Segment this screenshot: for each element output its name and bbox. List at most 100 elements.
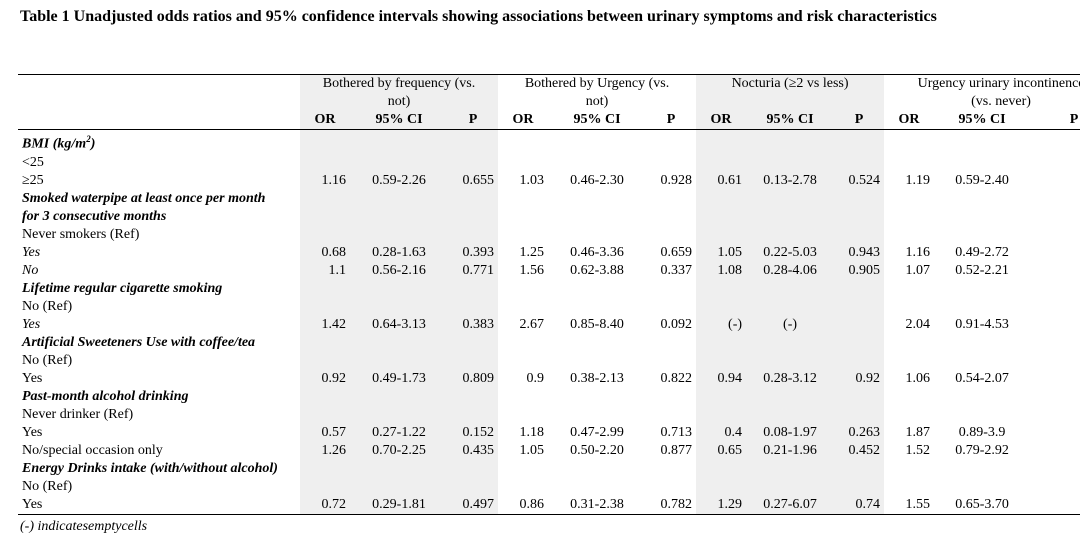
cell-ci bbox=[746, 297, 835, 316]
cell-or: 0.92 bbox=[300, 369, 350, 388]
subheader-p: P bbox=[1030, 111, 1080, 130]
data-row: No (Ref) bbox=[18, 297, 1080, 316]
cell-ci: 0.64-3.13 bbox=[350, 315, 448, 334]
results-table: Bothered by frequency (vs. not) Bothered… bbox=[18, 74, 1080, 515]
cell-or: 1.07 bbox=[905, 262, 931, 278]
section-label: BMI (kg/m2) bbox=[18, 130, 300, 154]
group-header-nocturia-line1: Nocturia (≥2 vs less) bbox=[731, 76, 849, 91]
cell-p: 0.74 bbox=[834, 495, 885, 515]
cell-ci: 0.59-2.40 bbox=[955, 172, 1009, 188]
data-row: <25 bbox=[18, 153, 1080, 172]
cell-p: 0.383 bbox=[448, 315, 498, 334]
cell-p bbox=[646, 406, 696, 424]
cell-p: 0.928 bbox=[660, 172, 693, 188]
cell-p: 0.92 bbox=[834, 369, 885, 388]
cell-p: 0.337 bbox=[660, 262, 693, 278]
cell-p: 0.079 bbox=[1030, 316, 1080, 334]
subheader-ci: 95% CI bbox=[548, 111, 646, 130]
section-label: Artificial Sweeteners Use with coffee/te… bbox=[22, 334, 256, 350]
cell-p: 0.713 bbox=[660, 424, 693, 440]
cell-ci bbox=[350, 351, 448, 370]
cell-ci: 0.27-6.07 bbox=[746, 495, 835, 515]
cell-ci: 0.50-2.20 bbox=[570, 442, 624, 458]
cell-or: 0.72 bbox=[300, 495, 350, 515]
section-row-cigarette: Lifetime regular cigarette smoking bbox=[18, 279, 1080, 298]
subheader-or: OR bbox=[300, 111, 350, 130]
cell-p bbox=[1030, 226, 1080, 244]
cell-or: 1.05 bbox=[519, 442, 545, 458]
cell-p: 0.856 bbox=[1030, 370, 1080, 388]
row-label: ≥25 bbox=[22, 172, 44, 188]
cell-or: 1.55 bbox=[884, 495, 935, 515]
cell-or: 1.16 bbox=[300, 171, 350, 190]
cell-or bbox=[498, 226, 548, 244]
data-row: Never smokers (Ref) bbox=[18, 225, 1080, 244]
cell-or: 1.08 bbox=[696, 261, 747, 280]
group-header-row: Bothered by frequency (vs. not) Bothered… bbox=[18, 74, 1080, 111]
cell-or bbox=[300, 297, 350, 316]
row-label: <25 bbox=[22, 154, 44, 170]
cell-p: 0.943 bbox=[834, 243, 885, 262]
cell-or bbox=[884, 478, 934, 496]
cell-ci: 0.49-2.72 bbox=[955, 244, 1009, 260]
table-title: Table 1 Unadjusted odds ratios and 95% c… bbox=[20, 8, 937, 25]
cell-p bbox=[1030, 406, 1080, 424]
cell-p bbox=[646, 478, 696, 496]
cell-or: 0.9 bbox=[526, 370, 545, 386]
cell-p bbox=[1030, 478, 1080, 496]
cell-ci bbox=[934, 352, 1030, 370]
cell-ci: 0.56-2.16 bbox=[350, 261, 448, 280]
cell-p bbox=[1030, 352, 1080, 370]
cell-or: 2.67 bbox=[519, 316, 545, 332]
cell-or bbox=[696, 477, 747, 496]
cell-ci bbox=[934, 298, 1030, 316]
data-row: No 1.1 0.56-2.16 0.771 1.56 0.62-3.88 0.337 1.0… bbox=[18, 261, 1080, 280]
group-header-nocturia: Nocturia (≥2 vs less) bbox=[696, 74, 885, 111]
row-label: No/special occasion only bbox=[22, 442, 163, 458]
cell-or bbox=[696, 153, 747, 172]
cell-p bbox=[646, 226, 696, 244]
cell-ci: 0.62-3.88 bbox=[570, 262, 624, 278]
cell-p bbox=[448, 297, 498, 316]
section-label: for 3 consecutive months bbox=[22, 208, 167, 224]
cell-or bbox=[300, 405, 350, 424]
cell-ci: 0.29-1.81 bbox=[350, 495, 448, 515]
cell-ci: 0.28-3.12 bbox=[746, 369, 835, 388]
cell-or: 1.42 bbox=[300, 315, 350, 334]
cell-ci bbox=[934, 154, 1030, 172]
cell-p: 0.659 bbox=[660, 244, 693, 260]
cell-or bbox=[884, 406, 934, 424]
data-row: Never drinker (Ref) bbox=[18, 405, 1080, 424]
cell-p: 0.208 bbox=[1030, 442, 1080, 460]
cell-or bbox=[498, 298, 548, 316]
cell-p bbox=[448, 153, 498, 172]
cell-or bbox=[696, 225, 747, 244]
cell-or bbox=[498, 478, 548, 496]
cell-p bbox=[834, 405, 885, 424]
section-label: Lifetime regular cigarette smoking bbox=[22, 280, 223, 296]
data-row: Yes 0.57 0.27-1.22 0.152 1.18 0.47-2.99 0.713 0… bbox=[18, 423, 1080, 442]
cell-p: 0.092 bbox=[660, 316, 693, 332]
cell-p: 0.497 bbox=[448, 495, 498, 515]
results-table-container: Bothered by frequency (vs. not) Bothered… bbox=[18, 74, 1080, 515]
section-row-bmi: BMI (kg/m2) bbox=[18, 129, 1080, 154]
cell-or: 0.65 bbox=[696, 441, 747, 460]
cell-p: 0.452 bbox=[834, 441, 885, 460]
row-label: Yes bbox=[22, 316, 41, 332]
subheader-blank bbox=[18, 111, 300, 130]
cell-or bbox=[884, 154, 934, 172]
cell-ci: 0.65-3.70 bbox=[934, 495, 1031, 515]
cell-ci bbox=[746, 225, 835, 244]
cell-p: 0.849 bbox=[1030, 262, 1080, 280]
cell-or bbox=[300, 153, 350, 172]
cell-or: 1.18 bbox=[519, 424, 545, 440]
subheader-p: P bbox=[448, 111, 498, 130]
cell-p bbox=[834, 225, 885, 244]
row-label: No (Ref) bbox=[22, 298, 73, 314]
cell-ci bbox=[350, 225, 448, 244]
cell-ci: 0.13-2.78 bbox=[746, 171, 835, 190]
subheader-or: OR bbox=[498, 111, 548, 130]
section-label-close: ) bbox=[90, 136, 96, 152]
cell-ci bbox=[934, 478, 1030, 496]
section-label: Energy Drinks intake (with/without alcoh… bbox=[22, 460, 278, 476]
